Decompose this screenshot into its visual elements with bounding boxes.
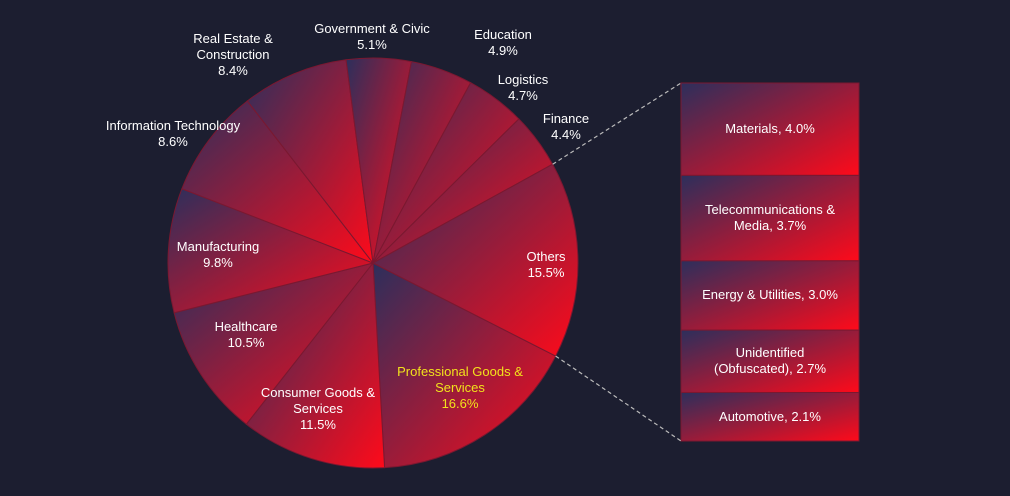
slice-value: 4.7% xyxy=(508,88,538,103)
breakdown-bar xyxy=(680,82,860,176)
breakdown-label: Automotive, 2.1% xyxy=(719,408,821,424)
slice-label: Healthcare 10.5% xyxy=(186,319,306,351)
breakdown-name: Automotive xyxy=(719,408,785,424)
slice-label: Government & Civic 5.1% xyxy=(297,21,447,53)
slice-value: 15.5% xyxy=(527,265,565,280)
breakdown-label: Materials, 4.0% xyxy=(725,121,815,137)
breakdown-value: 3.0% xyxy=(808,287,838,303)
slice-name: Professional Goods & Services xyxy=(397,364,523,395)
slice-name: Education xyxy=(474,27,532,42)
breakdown-label: Telecommunications & Media, 3.7% xyxy=(704,202,836,234)
slice-name: Manufacturing xyxy=(176,239,260,254)
slice-name: Real Estate & Construction xyxy=(193,31,273,62)
pie-slice xyxy=(372,262,557,469)
breakdown-value: 3.7% xyxy=(776,218,807,234)
pie-slice xyxy=(246,59,374,265)
breakdown-name: Unidentified (Obfuscated) xyxy=(713,345,805,377)
breakdown-name: Energy & Utilities xyxy=(702,287,802,303)
slice-value: 9.8% xyxy=(203,255,233,270)
slice-value: 16.6% xyxy=(441,396,479,411)
connector-line xyxy=(552,82,682,165)
breakdown-value: 4.0% xyxy=(785,121,815,137)
pie-slice xyxy=(245,261,386,469)
slice-value: 5.1% xyxy=(357,37,387,52)
slice-name: Government & Civic xyxy=(314,21,430,36)
slice-label: Finance 4.4% xyxy=(511,111,621,143)
slice-name: Consumer Goods & Services xyxy=(260,385,376,416)
breakdown-value: 2.7% xyxy=(796,361,827,377)
slice-label: Manufacturing 9.8% xyxy=(158,239,278,271)
breakdown-label: Energy & Utilities, 3.0% xyxy=(702,287,838,303)
slice-name: Finance xyxy=(542,111,590,126)
slice-value: 4.9% xyxy=(488,43,518,58)
slice-value: 10.5% xyxy=(227,335,265,350)
slice-label: Logistics 4.7% xyxy=(468,72,578,104)
slice-name: Information Technology xyxy=(105,118,241,133)
breakdown-bar xyxy=(680,260,860,331)
slice-label: Real Estate & Construction 8.4% xyxy=(178,31,288,79)
breakdown-name: Telecommunications & Media xyxy=(704,202,836,234)
breakdown-value: 2.1% xyxy=(791,408,821,424)
slice-name: Logistics xyxy=(497,72,549,87)
slice-value: 8.6% xyxy=(158,134,188,149)
pie-slice xyxy=(173,262,375,425)
slice-label: Education 4.9% xyxy=(448,27,558,59)
slice-label: Information Technology 8.6% xyxy=(88,118,258,150)
breakdown-name: Materials xyxy=(725,121,778,137)
slice-value: 11.5% xyxy=(300,417,336,432)
pie-slice xyxy=(167,188,375,314)
pie-slice xyxy=(371,163,579,357)
slice-label: Professional Goods & Services 16.6% xyxy=(388,364,533,412)
slice-value: 8.4% xyxy=(218,63,248,78)
slice-label: Others 15.5% xyxy=(491,249,601,281)
breakdown-bar xyxy=(680,329,860,393)
slice-name: Others xyxy=(526,249,566,264)
breakdown-bar xyxy=(680,174,860,262)
slice-name: Healthcare xyxy=(214,319,278,334)
connector-line xyxy=(555,355,682,442)
slice-value: 4.4% xyxy=(551,127,581,142)
breakdown-label: Unidentified (Obfuscated), 2.7% xyxy=(713,345,827,377)
slice-label: Consumer Goods & Services 11.5% xyxy=(248,385,388,433)
breakdown-bar xyxy=(680,391,860,442)
pie-slice xyxy=(181,100,375,265)
